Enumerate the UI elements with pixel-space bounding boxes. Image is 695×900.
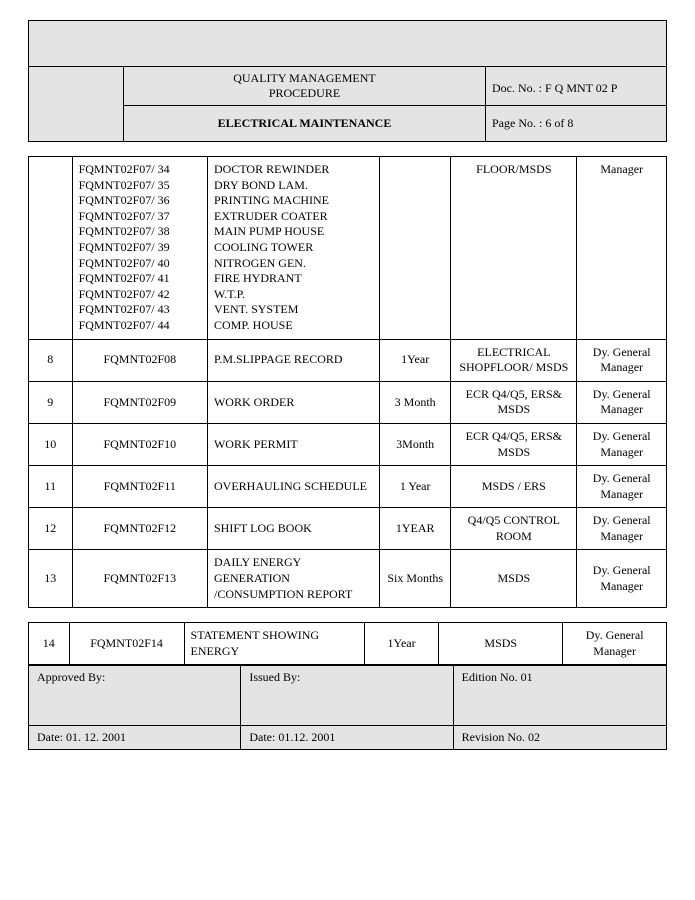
footer-block: Approved By: Issued By: Edition No. 01 D… bbox=[28, 665, 667, 750]
desc-line: MAIN PUMP HOUSE bbox=[214, 224, 373, 240]
cell-resp: Dy. General Manager bbox=[577, 339, 667, 381]
cell-loc: ECR Q4/Q5, ERS& MSDS bbox=[451, 423, 577, 465]
cell-code: FQMNT02F14 bbox=[69, 623, 184, 665]
table-row: 11FQMNT02F11OVERHAULING SCHEDULE1 YearMS… bbox=[29, 466, 667, 508]
cell-period: 1Year bbox=[380, 339, 451, 381]
table-row: 10FQMNT02F10WORK PERMIT3MonthECR Q4/Q5, … bbox=[29, 423, 667, 465]
footer-revision: Revision No. 02 bbox=[454, 725, 666, 749]
cell-resp: Dy. General Manager bbox=[577, 381, 667, 423]
separate-table: 14 FQMNT02F14 STATEMENT SHOWING ENERGY 1… bbox=[28, 622, 667, 665]
header-subtitle: ELECTRICAL MAINTENANCE bbox=[124, 105, 486, 141]
cell-code: FQMNT02F12 bbox=[72, 508, 207, 550]
cell-loc: FLOOR/MSDS bbox=[451, 157, 577, 340]
cell-loc: ECR Q4/Q5, ERS& MSDS bbox=[451, 381, 577, 423]
code-line: FQMNT02F07/ 34 bbox=[79, 162, 201, 178]
table-row: 9FQMNT02F09WORK ORDER3 MonthECR Q4/Q5, E… bbox=[29, 381, 667, 423]
cell-code: FQMNT02F13 bbox=[72, 550, 207, 608]
cell-resp: Dy. General Manager bbox=[577, 508, 667, 550]
code-line: FQMNT02F07/ 36 bbox=[79, 193, 201, 209]
cell-code: FQMNT02F11 bbox=[72, 466, 207, 508]
main-table: FQMNT02F07/ 34FQMNT02F07/ 35FQMNT02F07/ … bbox=[28, 156, 667, 608]
cell-resp: Dy. General Manager bbox=[577, 423, 667, 465]
cell-desc: SHIFT LOG BOOK bbox=[207, 508, 379, 550]
code-line: FQMNT02F07/ 41 bbox=[79, 271, 201, 287]
desc-line: W.T.P. bbox=[214, 287, 373, 303]
table-row: 8FQMNT02F08P.M.SLIPPAGE RECORD1YearELECT… bbox=[29, 339, 667, 381]
cell-no: 13 bbox=[29, 550, 73, 608]
cell-no: 14 bbox=[29, 623, 70, 665]
cell-code: FQMNT02F10 bbox=[72, 423, 207, 465]
footer-grid: Approved By: Issued By: Edition No. 01 D… bbox=[29, 665, 666, 749]
cell-resp: Dy. General Manager bbox=[577, 550, 667, 608]
cell-loc: Q4/Q5 CONTROL ROOM bbox=[451, 508, 577, 550]
cell-resp: Manager bbox=[577, 157, 667, 340]
page: QUALITY MANAGEMENT PROCEDURE Doc. No. : … bbox=[0, 0, 695, 770]
desc-line: FIRE HYDRANT bbox=[214, 271, 373, 287]
header-left-blank bbox=[29, 67, 124, 141]
code-line: FQMNT02F07/ 43 bbox=[79, 302, 201, 318]
code-line: FQMNT02F07/ 40 bbox=[79, 256, 201, 272]
header-title: QUALITY MANAGEMENT PROCEDURE bbox=[124, 67, 486, 105]
cell-desc: STATEMENT SHOWING ENERGY bbox=[184, 623, 364, 665]
header-title-l2: PROCEDURE bbox=[269, 86, 340, 100]
cell-no bbox=[29, 157, 73, 340]
cell-period: 1 Year bbox=[380, 466, 451, 508]
desc-line: PRINTING MACHINE bbox=[214, 193, 373, 209]
desc-line: COMP. HOUSE bbox=[214, 318, 373, 334]
cell-no: 12 bbox=[29, 508, 73, 550]
table-row: 14 FQMNT02F14 STATEMENT SHOWING ENERGY 1… bbox=[29, 623, 667, 665]
cell-period bbox=[380, 157, 451, 340]
header-pageno: Page No. : 6 of 8 bbox=[486, 105, 666, 141]
table-row: 12FQMNT02F12SHIFT LOG BOOK1YEARQ4/Q5 CON… bbox=[29, 508, 667, 550]
cell-no: 9 bbox=[29, 381, 73, 423]
cell-loc: MSDS bbox=[451, 550, 577, 608]
code-line: FQMNT02F07/ 35 bbox=[79, 178, 201, 194]
desc-line: DRY BOND LAM. bbox=[214, 178, 373, 194]
desc-line: NITROGEN GEN. bbox=[214, 256, 373, 272]
table-row: 13FQMNT02F13DAILY ENERGY GENERATION /CON… bbox=[29, 550, 667, 608]
cell-desc: P.M.SLIPPAGE RECORD bbox=[207, 339, 379, 381]
cell-no: 10 bbox=[29, 423, 73, 465]
table-row: FQMNT02F07/ 34FQMNT02F07/ 35FQMNT02F07/ … bbox=[29, 157, 667, 340]
cell-desc: WORK ORDER bbox=[207, 381, 379, 423]
footer-date1: Date: 01. 12. 2001 bbox=[29, 725, 241, 749]
cell-code-list: FQMNT02F07/ 34FQMNT02F07/ 35FQMNT02F07/ … bbox=[72, 157, 207, 340]
header-title-l1: QUALITY MANAGEMENT bbox=[233, 71, 376, 85]
footer-approved-by: Approved By: bbox=[29, 665, 241, 725]
code-line: FQMNT02F07/ 37 bbox=[79, 209, 201, 225]
cell-period: 3 Month bbox=[380, 381, 451, 423]
cell-period: 3Month bbox=[380, 423, 451, 465]
code-line: FQMNT02F07/ 42 bbox=[79, 287, 201, 303]
cell-no: 11 bbox=[29, 466, 73, 508]
code-line: FQMNT02F07/ 39 bbox=[79, 240, 201, 256]
cell-loc: MSDS bbox=[439, 623, 563, 665]
cell-desc: WORK PERMIT bbox=[207, 423, 379, 465]
header-spacer bbox=[29, 21, 666, 67]
cell-desc: DAILY ENERGY GENERATION /CONSUMPTION REP… bbox=[207, 550, 379, 608]
cell-resp: Dy. General Manager bbox=[563, 623, 667, 665]
desc-line: COOLING TOWER bbox=[214, 240, 373, 256]
cell-code: FQMNT02F09 bbox=[72, 381, 207, 423]
code-line: FQMNT02F07/ 44 bbox=[79, 318, 201, 334]
footer-issued-by: Issued By: bbox=[241, 665, 453, 725]
desc-line: VENT. SYSTEM bbox=[214, 302, 373, 318]
cell-loc: ELECTRICAL SHOPFLOOR/ MSDS bbox=[451, 339, 577, 381]
cell-no: 8 bbox=[29, 339, 73, 381]
cell-desc: OVERHAULING SCHEDULE bbox=[207, 466, 379, 508]
cell-period: 1YEAR bbox=[380, 508, 451, 550]
header-docno: Doc. No. : F Q MNT 02 P bbox=[486, 67, 666, 105]
code-line: FQMNT02F07/ 38 bbox=[79, 224, 201, 240]
cell-period: Six Months bbox=[380, 550, 451, 608]
footer-date2: Date: 01.12. 2001 bbox=[241, 725, 453, 749]
cell-loc: MSDS / ERS bbox=[451, 466, 577, 508]
cell-resp: Dy. General Manager bbox=[577, 466, 667, 508]
header-block: QUALITY MANAGEMENT PROCEDURE Doc. No. : … bbox=[28, 20, 667, 142]
footer-edition: Edition No. 01 bbox=[454, 665, 666, 725]
desc-line: EXTRUDER COATER bbox=[214, 209, 373, 225]
desc-line: DOCTOR REWINDER bbox=[214, 162, 373, 178]
header-grid: QUALITY MANAGEMENT PROCEDURE Doc. No. : … bbox=[29, 67, 666, 141]
cell-period: 1Year bbox=[364, 623, 438, 665]
cell-code: FQMNT02F08 bbox=[72, 339, 207, 381]
cell-desc-list: DOCTOR REWINDERDRY BOND LAM.PRINTING MAC… bbox=[207, 157, 379, 340]
